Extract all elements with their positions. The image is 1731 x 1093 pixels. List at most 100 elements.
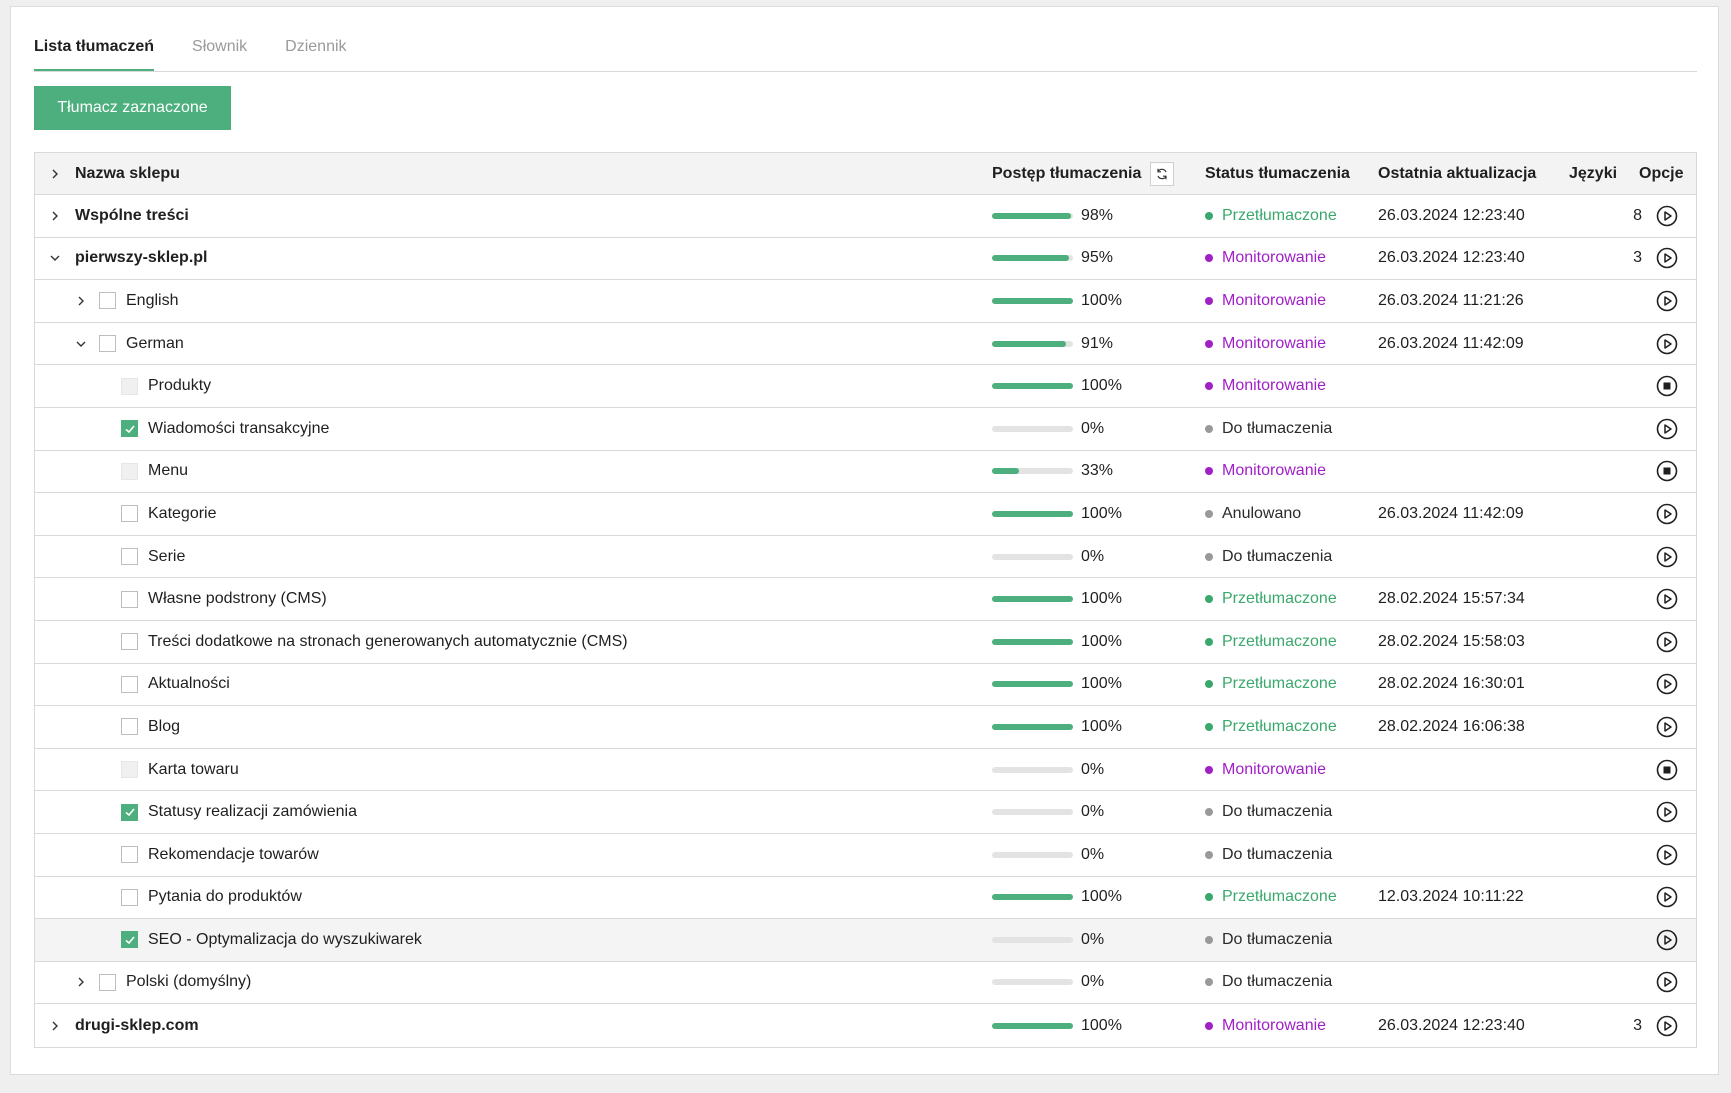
- status-label: Do tłumaczenia: [1222, 419, 1333, 437]
- play-icon[interactable]: [1656, 631, 1678, 653]
- progress-bar: [992, 596, 1073, 603]
- table-row[interactable]: Serie 0% Do tłumaczenia: [35, 536, 1696, 579]
- tab-dictionary[interactable]: Słownik: [192, 38, 248, 55]
- play-icon[interactable]: [1656, 673, 1678, 695]
- row-checkbox[interactable]: [99, 292, 116, 310]
- play-icon[interactable]: [1656, 205, 1678, 227]
- table-row[interactable]: German 91% Monitorowanie 26.03.2024 11:42:0…: [35, 323, 1696, 366]
- row-checkbox[interactable]: [121, 505, 138, 523]
- play-icon[interactable]: [1656, 929, 1678, 951]
- table-row[interactable]: Statusy realizacji zamówienia 0% Do tłumac…: [35, 791, 1696, 834]
- table-row[interactable]: Menu 33% Monitorowanie: [35, 451, 1696, 494]
- row-name: Wspólne treści: [75, 206, 189, 224]
- updated-cell: 28.02.2024 15:58:03: [1378, 632, 1525, 650]
- play-icon[interactable]: [1656, 290, 1678, 312]
- table-row[interactable]: Własne podstrony (CMS) 100% Przetłumaczone…: [35, 578, 1696, 621]
- table-row[interactable]: English 100% Monitorowanie 26.03.2024 11:21…: [35, 280, 1696, 323]
- options-cell: [1635, 195, 1698, 237]
- languages-count: [1562, 493, 1642, 535]
- table-row[interactable]: Wiadomości transakcyjne 0% Do tłumaczenia: [35, 408, 1696, 451]
- progress-cell: 0%: [992, 962, 1202, 1004]
- header-languages: Języki: [1569, 164, 1618, 182]
- status-cell: Przetłumaczone: [1205, 877, 1380, 919]
- play-icon[interactable]: [1656, 247, 1678, 269]
- play-icon[interactable]: [1656, 1015, 1678, 1037]
- translate-selected-button[interactable]: Tłumacz zaznaczone: [34, 86, 231, 130]
- row-name: Polski (domyślny): [126, 973, 252, 991]
- play-icon[interactable]: [1656, 418, 1678, 440]
- expand-all-chevron-icon[interactable]: [49, 168, 61, 180]
- row-checkbox[interactable]: [121, 718, 138, 736]
- table-row[interactable]: Produkty 100% Monitorowanie: [35, 365, 1696, 408]
- row-checkbox[interactable]: [121, 633, 138, 651]
- chevron-right-icon[interactable]: [75, 976, 87, 988]
- chevron-down-icon[interactable]: [49, 252, 61, 264]
- tab-log[interactable]: Dziennik: [285, 38, 347, 55]
- row-checkbox[interactable]: [121, 590, 138, 608]
- stop-icon[interactable]: [1656, 375, 1678, 397]
- name-cell: English: [35, 280, 975, 322]
- name-cell: Polski (domyślny): [35, 962, 975, 1004]
- options-cell: [1635, 493, 1698, 535]
- row-checkbox[interactable]: [99, 973, 116, 991]
- row-name: Statusy realizacji zamówienia: [148, 803, 357, 821]
- chevron-right-icon[interactable]: [49, 210, 61, 222]
- table-row[interactable]: Karta towaru 0% Monitorowanie: [35, 749, 1696, 792]
- tab-translation-list[interactable]: Lista tłumaczeń: [34, 29, 155, 71]
- progress-cell: 100%: [992, 493, 1202, 535]
- play-icon[interactable]: [1656, 503, 1678, 525]
- checkbox-checked[interactable]: [121, 420, 138, 438]
- table-row[interactable]: drugi-sklep.com 100% Monitorowanie 26.03.20…: [35, 1004, 1696, 1047]
- play-icon[interactable]: [1656, 844, 1678, 866]
- row-checkbox[interactable]: [121, 846, 138, 864]
- checkbox-checked[interactable]: [121, 931, 138, 949]
- table-row[interactable]: Aktualności 100% Przetłumaczone 28.02.2024 …: [35, 664, 1696, 707]
- chevron-right-icon[interactable]: [75, 295, 87, 307]
- tab-bar: Lista tłumaczeń Słownik Dziennik: [34, 29, 1697, 72]
- row-checkbox[interactable]: [121, 548, 138, 566]
- name-cell: SEO - Optymalizacja do wyszukiwarek: [35, 919, 975, 961]
- table-row[interactable]: pierwszy-sklep.pl 95% Monitorowanie 26.03.2…: [35, 238, 1696, 281]
- table-row[interactable]: Blog 100% Przetłumaczone 28.02.2024 16:06:3…: [35, 706, 1696, 749]
- row-checkbox: [121, 377, 138, 395]
- status-label: Przetłumaczone: [1222, 717, 1337, 735]
- status-cell: Monitorowanie: [1205, 323, 1380, 365]
- status-label: Do tłumaczenia: [1222, 845, 1333, 863]
- chevron-right-icon[interactable]: [49, 1020, 61, 1032]
- progress-bar: [992, 638, 1073, 645]
- row-name: Karta towaru: [148, 760, 239, 778]
- play-icon[interactable]: [1656, 546, 1678, 568]
- row-checkbox[interactable]: [99, 335, 116, 353]
- play-icon[interactable]: [1656, 801, 1678, 823]
- play-icon[interactable]: [1656, 333, 1678, 355]
- status-dot-icon: [1205, 382, 1213, 391]
- table-row[interactable]: Kategorie 100% Anulowano 26.03.2024 11:42:0…: [35, 493, 1696, 536]
- table-row[interactable]: SEO - Optymalizacja do wyszukiwarek 0% Do …: [35, 919, 1696, 962]
- row-checkbox[interactable]: [121, 675, 138, 693]
- progress-cell: 0%: [992, 834, 1202, 876]
- table-row[interactable]: Polski (domyślny) 0% Do tłumaczenia: [35, 962, 1696, 1005]
- chevron-down-icon[interactable]: [75, 338, 87, 350]
- table-row[interactable]: Treści dodatkowe na stronach generowanyc…: [35, 621, 1696, 664]
- stop-icon[interactable]: [1656, 759, 1678, 781]
- header-name: Nazwa sklepu: [75, 164, 180, 182]
- header-updated: Ostatnia aktualizacja: [1378, 164, 1537, 182]
- status-cell: Do tłumaczenia: [1205, 834, 1380, 876]
- table-row[interactable]: Wspólne treści 98% Przetłumaczone 26.03.202…: [35, 195, 1696, 238]
- options-cell: [1635, 365, 1698, 407]
- play-icon[interactable]: [1656, 716, 1678, 738]
- row-name: Menu: [148, 462, 189, 480]
- progress-fill: [992, 212, 1072, 219]
- play-icon[interactable]: [1656, 971, 1678, 993]
- table-row[interactable]: Rekomendacje towarów 0% Do tłumaczenia: [35, 834, 1696, 877]
- updated-cell: 28.02.2024 15:57:34: [1378, 590, 1525, 608]
- row-checkbox[interactable]: [121, 888, 138, 906]
- stop-icon[interactable]: [1656, 460, 1678, 482]
- refresh-icon[interactable]: [1150, 161, 1175, 186]
- progress-label: 98%: [1081, 206, 1114, 224]
- header-name-cell: Nazwa sklepu: [35, 153, 975, 194]
- play-icon[interactable]: [1656, 588, 1678, 610]
- table-row[interactable]: Pytania do produktów 100% Przetłumaczone 12…: [35, 877, 1696, 920]
- play-icon[interactable]: [1656, 886, 1678, 908]
- checkbox-checked[interactable]: [121, 803, 138, 821]
